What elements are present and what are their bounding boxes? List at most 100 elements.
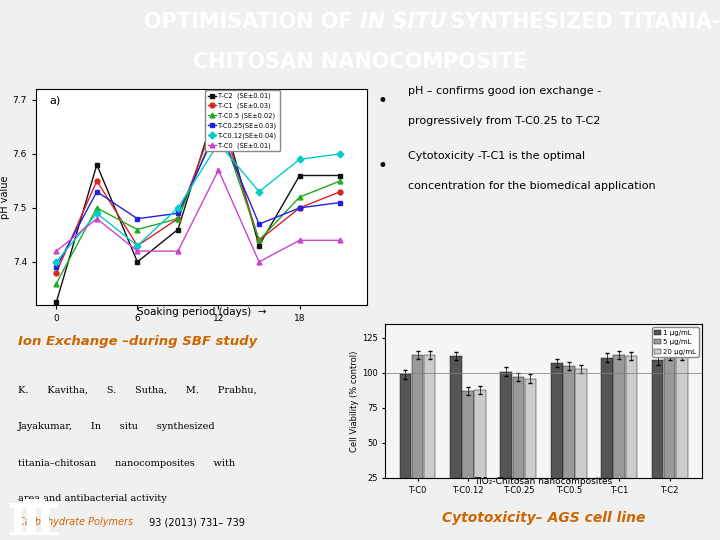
T-C0.12(SE±0.04) — [52, 259, 60, 265]
Text: Jayakumar,      In      situ      synthesized: Jayakumar, In situ synthesized — [18, 422, 215, 431]
T-C2  (SE±0.01) — [255, 242, 264, 249]
T-C0.25(SE±0.03) — [295, 205, 304, 211]
T-C0.12(SE±0.04) — [255, 188, 264, 195]
T-C0  (SE±0.01) — [52, 248, 60, 254]
Bar — [23, 499, 45, 503]
Text: a): a) — [49, 96, 60, 106]
Text: area and antibacterial activity: area and antibacterial activity — [18, 494, 167, 503]
T-C0.25(SE±0.03) — [336, 199, 344, 206]
Text: Carbohydrate Polymers: Carbohydrate Polymers — [18, 517, 133, 527]
Bar — [676, 356, 688, 513]
Text: Cytotoxicity -T-C1 is the optimal: Cytotoxicity -T-C1 is the optimal — [408, 151, 585, 161]
Bar — [462, 391, 474, 513]
Bar — [400, 374, 411, 513]
T-C1  (SE±0.03) — [133, 242, 142, 249]
T-C2  (SE±0.01) — [52, 299, 60, 306]
T-C2  (SE±0.01) — [295, 172, 304, 179]
Text: Soaking period (days)  →: Soaking period (days) → — [137, 307, 266, 317]
T-C0  (SE±0.01) — [214, 167, 222, 173]
Bar — [563, 366, 575, 513]
T-C0  (SE±0.01) — [295, 237, 304, 244]
T-C0.25(SE±0.03) — [214, 124, 222, 130]
T-C0.5 (SE±0.02) — [214, 118, 222, 125]
T-C0.5 (SE±0.02) — [255, 237, 264, 244]
T-C1  (SE±0.03) — [336, 188, 344, 195]
T-C1  (SE±0.03) — [255, 237, 264, 244]
Y-axis label: pH value: pH value — [0, 176, 10, 219]
Legend: 1 μg/mL, 5 μg/mL, 20 μg/mL: 1 μg/mL, 5 μg/mL, 20 μg/mL — [652, 327, 698, 356]
T-C0.25(SE±0.03) — [174, 210, 182, 217]
T-C1  (SE±0.03) — [92, 178, 101, 184]
Line: T-C2  (SE±0.01): T-C2 (SE±0.01) — [54, 97, 343, 305]
Bar — [601, 357, 613, 513]
T-C0.5 (SE±0.02) — [336, 178, 344, 184]
T-C0.5 (SE±0.02) — [174, 215, 182, 222]
Legend: T-C2  (SE±0.01), T-C1  (SE±0.03), T-C0.5 (SE±0.02), T-C0.25(SE±0.03), T-C0.12(SE: T-C2 (SE±0.01), T-C1 (SE±0.03), T-C0.5 (… — [205, 90, 280, 151]
Text: pH – confirms good ion exchange -: pH – confirms good ion exchange - — [408, 86, 601, 97]
Bar — [664, 356, 675, 513]
T-C1  (SE±0.03) — [52, 269, 60, 276]
T-C2  (SE±0.01) — [336, 172, 344, 179]
T-C0.5 (SE±0.02) — [92, 205, 101, 211]
Text: SYNTHESIZED TITANIA-: SYNTHESIZED TITANIA- — [443, 12, 720, 32]
Text: TiO₂-Chitosan nanocomposites: TiO₂-Chitosan nanocomposites — [474, 477, 613, 486]
T-C2  (SE±0.01) — [133, 259, 142, 265]
T-C0.12(SE±0.04) — [336, 151, 344, 157]
Y-axis label: Cell Viability (% control): Cell Viability (% control) — [350, 350, 359, 451]
Bar — [412, 355, 423, 513]
T-C0.5 (SE±0.02) — [52, 280, 60, 287]
T-C0.12(SE±0.04) — [133, 242, 142, 249]
Text: CHITOSAN NANOCOMPOSITE: CHITOSAN NANOCOMPOSITE — [193, 52, 527, 72]
T-C2  (SE±0.01) — [92, 161, 101, 168]
Bar — [40, 507, 49, 534]
T-C0.25(SE±0.03) — [133, 215, 142, 222]
Bar — [10, 531, 58, 535]
Text: •: • — [378, 157, 387, 174]
T-C0.12(SE±0.04) — [174, 205, 182, 211]
Bar — [424, 355, 436, 513]
T-C0  (SE±0.01) — [133, 248, 142, 254]
Text: •: • — [378, 92, 387, 110]
Line: T-C0.25(SE±0.03): T-C0.25(SE±0.03) — [54, 124, 343, 270]
T-C0.12(SE±0.04) — [92, 210, 101, 217]
Bar — [626, 356, 637, 513]
Line: T-C0  (SE±0.01): T-C0 (SE±0.01) — [54, 167, 343, 265]
T-C1  (SE±0.03) — [174, 215, 182, 222]
Bar — [551, 363, 562, 513]
Text: 93 (2013) 731– 739: 93 (2013) 731– 739 — [145, 517, 245, 527]
T-C0.12(SE±0.04) — [214, 140, 222, 146]
Bar — [613, 355, 625, 513]
T-C0.25(SE±0.03) — [52, 264, 60, 271]
Line: T-C0.5 (SE±0.02): T-C0.5 (SE±0.02) — [54, 119, 343, 286]
Text: progressively from T-C0.25 to T-C2: progressively from T-C0.25 to T-C2 — [408, 116, 600, 126]
Bar — [27, 507, 36, 534]
Text: titania–chitosan      nanocomposites      with: titania–chitosan nanocomposites with — [18, 459, 235, 468]
T-C0  (SE±0.01) — [255, 259, 264, 265]
Text: K.      Kavitha,      S.      Sutha,      M.      Prabhu,: K. Kavitha, S. Sutha, M. Prabhu, — [18, 386, 257, 394]
Text: IN SITU: IN SITU — [360, 12, 446, 32]
Bar — [575, 369, 587, 513]
Bar — [10, 503, 58, 508]
Text: concentration for the biomedical application: concentration for the biomedical applica… — [408, 181, 656, 191]
Bar — [500, 372, 512, 513]
T-C1  (SE±0.03) — [295, 205, 304, 211]
T-C0.25(SE±0.03) — [255, 221, 264, 227]
T-C0  (SE±0.01) — [92, 215, 101, 222]
T-C2  (SE±0.01) — [214, 97, 222, 103]
T-C1  (SE±0.03) — [214, 107, 222, 114]
T-C0.12(SE±0.04) — [295, 156, 304, 163]
Text: Ion Exchange –during SBF study: Ion Exchange –during SBF study — [18, 335, 257, 348]
T-C0.5 (SE±0.02) — [295, 194, 304, 200]
Bar — [14, 507, 22, 534]
Text: OPTIMISATION OF: OPTIMISATION OF — [144, 12, 360, 32]
T-C0.25(SE±0.03) — [92, 188, 101, 195]
Bar — [474, 390, 486, 513]
Bar — [525, 379, 536, 513]
Bar — [652, 360, 663, 513]
T-C0  (SE±0.01) — [174, 248, 182, 254]
T-C0.5 (SE±0.02) — [133, 226, 142, 233]
Bar — [450, 356, 462, 513]
T-C2  (SE±0.01) — [174, 226, 182, 233]
Bar — [513, 377, 524, 513]
T-C0  (SE±0.01) — [336, 237, 344, 244]
